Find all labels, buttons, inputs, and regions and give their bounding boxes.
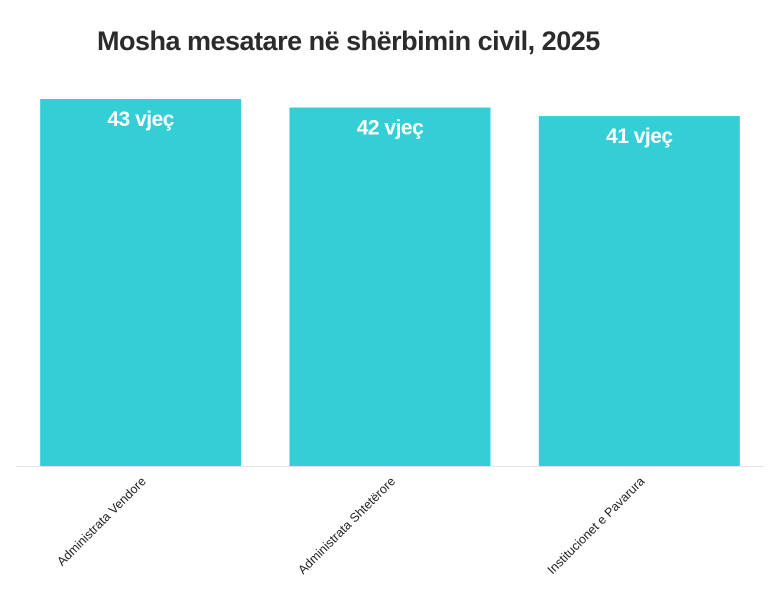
- value-labels-group: 43 vjeç 42 vjeç 41 vjeç: [107, 108, 674, 148]
- chart-title: Mosha mesatare në shërbimin civil, 2025: [97, 26, 600, 56]
- bars-group: [40, 99, 740, 467]
- bar-1: [40, 99, 242, 466]
- x-tick-label-1: Administrata Vendore: [54, 474, 148, 568]
- x-tick-labels-group: Administrata Vendore Administrata Shtetër…: [54, 474, 647, 577]
- bar-3: [538, 116, 740, 467]
- bar-value-label-1: 43 vjeç: [107, 108, 174, 131]
- x-tick-label-3: Institucionet e Pavarura: [545, 474, 648, 577]
- bar-value-label-2: 42 vjeç: [357, 117, 424, 140]
- x-tick-label-2: Administrata Shtetërore: [295, 474, 398, 577]
- bar-2: [289, 107, 491, 466]
- bar-value-label-3: 41 vjeç: [606, 125, 673, 148]
